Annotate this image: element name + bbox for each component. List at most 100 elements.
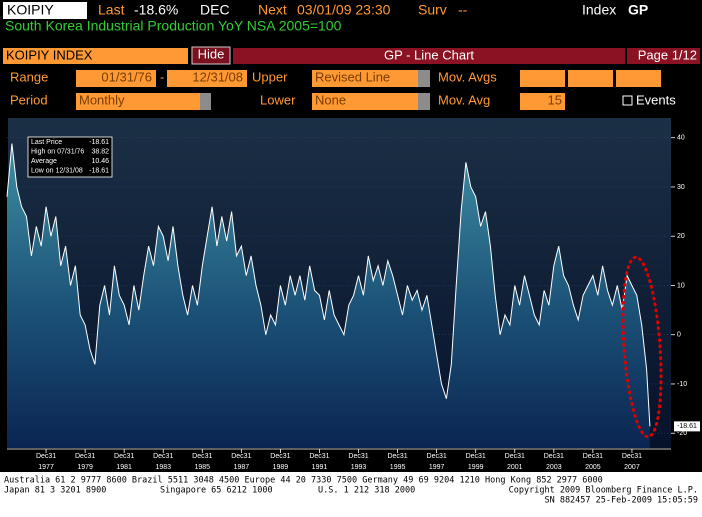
highlight-ellipse xyxy=(621,255,663,439)
footer-line: Copyright 2009 Bloomberg Finance L.P. xyxy=(509,486,698,496)
y-tick-label: 40 xyxy=(677,135,685,142)
mov-avg-value: 15 xyxy=(548,92,562,107)
x-tick-label: Dec31 xyxy=(466,453,486,460)
x-tick-label: Dec31 xyxy=(153,453,173,460)
footer-line: Japan 81 3 3201 8900 xyxy=(4,486,106,496)
upper-value: Revised Line xyxy=(315,69,390,84)
x-tick-label: Dec31 xyxy=(583,453,603,460)
stat-label: Average xyxy=(31,158,57,165)
x-tick-label: Dec31 xyxy=(544,453,564,460)
index-label: Index xyxy=(582,2,616,18)
chart-name: GP - Line Chart xyxy=(384,47,474,62)
period-box[interactable] xyxy=(76,93,200,110)
x-tick-label: Dec31 xyxy=(348,453,368,460)
page-box[interactable] xyxy=(627,48,700,64)
subtitle: South Korea Industrial Production YoY NS… xyxy=(5,18,342,34)
stat-value: -18.61 xyxy=(89,167,109,174)
hide-label: Hide xyxy=(198,46,225,61)
footer-line: SN 882457 25-Feb-2009 15:05:59 xyxy=(544,496,698,506)
lower-box[interactable] xyxy=(312,93,418,110)
last-label: Last xyxy=(98,2,125,18)
x-tick-label: Dec31 xyxy=(75,453,95,460)
x-tick-year: 1977 xyxy=(38,464,54,471)
range-end: 12/31/08 xyxy=(192,69,243,84)
x-tick-label: Dec31 xyxy=(231,453,251,460)
x-tick-label: Dec31 xyxy=(427,453,447,460)
range-start-box[interactable] xyxy=(76,70,156,87)
x-tick-year: 1989 xyxy=(273,464,289,471)
mov-avgs-box[interactable] xyxy=(568,70,613,87)
events-label: Events xyxy=(636,92,676,107)
upper-label: Upper xyxy=(252,69,288,84)
x-tick-label: Dec31 xyxy=(622,453,642,460)
range-label: Range xyxy=(10,69,48,84)
x-tick-label: Dec31 xyxy=(505,453,525,460)
footer-line: U.S. 1 212 318 2000 xyxy=(318,486,415,496)
footer-bg xyxy=(0,472,702,517)
range-start: 01/31/76 xyxy=(101,69,152,84)
y-tick-label: 30 xyxy=(677,184,685,191)
x-tick-label: Dec31 xyxy=(387,453,407,460)
surv-label: Surv xyxy=(418,2,447,18)
x-tick-year: 1995 xyxy=(390,464,406,471)
lower-dropdown[interactable] xyxy=(418,93,430,110)
ticker-box xyxy=(3,2,87,19)
x-tick-year: 1991 xyxy=(312,464,328,471)
x-tick-year: 1999 xyxy=(468,464,484,471)
x-tick-year: 2001 xyxy=(507,464,523,471)
next-label: Next xyxy=(258,2,287,18)
y-tick-label: 10 xyxy=(677,282,685,289)
y-tick-label: -20 xyxy=(677,430,687,437)
upper-box[interactable] xyxy=(312,70,418,87)
y-tick-label: -10 xyxy=(677,381,687,388)
x-tick-label: Dec31 xyxy=(309,453,329,460)
stat-value: -18.61 xyxy=(89,139,109,146)
y-tick-label: 20 xyxy=(677,233,685,240)
period: DEC xyxy=(200,2,230,18)
upper-dropdown[interactable] xyxy=(418,70,430,87)
stats-box xyxy=(27,136,113,178)
security-box[interactable] xyxy=(3,48,188,64)
events-checkbox[interactable] xyxy=(622,95,633,106)
stat-label: Low on 12/31/08 xyxy=(31,167,83,174)
x-tick-year: 1981 xyxy=(116,464,132,471)
page: Page 1/12 xyxy=(638,47,697,62)
period-label: Period xyxy=(10,92,48,107)
footer-line: Singapore 65 6212 1000 xyxy=(160,486,273,496)
period-value: Monthly xyxy=(79,92,125,107)
x-tick-year: 1979 xyxy=(77,464,93,471)
ticker: KOIPIY xyxy=(7,2,54,18)
footer-line: Australia 61 2 9777 8600 Brazil 5511 304… xyxy=(4,476,603,486)
last-price-box xyxy=(674,421,700,432)
x-tick-year: 1993 xyxy=(351,464,367,471)
mov-avgs-box[interactable] xyxy=(520,70,565,87)
x-tick-year: 1983 xyxy=(155,464,171,471)
x-tick-label: Dec31 xyxy=(192,453,212,460)
x-tick-year: 1997 xyxy=(429,464,445,471)
surv-value: -- xyxy=(458,2,468,18)
mov-avgs-box[interactable] xyxy=(616,70,661,87)
lower-label: Lower xyxy=(260,92,296,107)
x-tick-year: 2003 xyxy=(546,464,562,471)
period-dropdown[interactable] xyxy=(200,93,211,110)
index-code: GP xyxy=(628,2,648,18)
mov-avg-label: Mov. Avg xyxy=(438,92,490,107)
mov-avg-box[interactable] xyxy=(520,93,565,110)
y-tick-label: 0 xyxy=(677,332,681,339)
x-tick-label: Dec31 xyxy=(270,453,290,460)
hide-button[interactable] xyxy=(191,46,231,65)
last-value: -18.6% xyxy=(134,2,178,18)
lower-value: None xyxy=(315,92,346,107)
mov-avgs-label: Mov. Avgs xyxy=(438,69,497,84)
line xyxy=(6,143,651,427)
stat-value: 38.82 xyxy=(91,148,109,155)
stat-label: Last Price xyxy=(31,139,62,146)
x-tick-label: Dec31 xyxy=(36,453,56,460)
range-end-box[interactable] xyxy=(167,70,247,87)
stat-value: 10.46 xyxy=(91,158,109,165)
next-value: 03/01/09 23:30 xyxy=(297,2,391,18)
x-tick-year: 1985 xyxy=(195,464,211,471)
stat-label: High on 07/31/76 xyxy=(31,148,84,155)
security: KOIPIY INDEX xyxy=(6,47,93,62)
